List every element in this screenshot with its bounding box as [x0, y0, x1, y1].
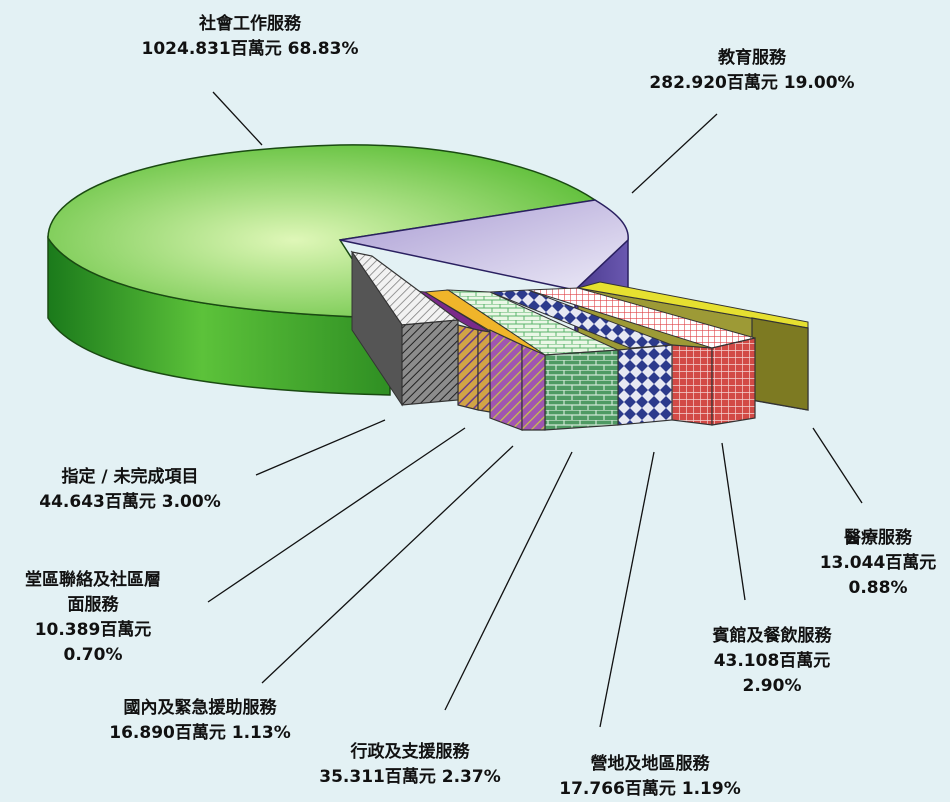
- label-admin-support: 行政及支援服務 35.311百萬元 2.37%: [319, 742, 501, 787]
- leader-camp: [599, 451, 655, 728]
- slice-domestic-aid: [423, 289, 546, 431]
- label-social-work: 社會工作服務 1024.831百萬元 68.83%: [141, 14, 359, 59]
- slice-hotel-catering: [527, 287, 756, 426]
- slice-camp-district: [489, 289, 673, 426]
- label-hotel-catering: 賓館及餐飲服務 43.108百萬元 2.90%: [712, 626, 832, 696]
- leader-lines: [207, 91, 863, 728]
- label-domestic-aid: 國內及緊急援助服務 16.890百萬元 1.13%: [109, 698, 291, 743]
- leader-designated: [255, 419, 386, 476]
- leader-domestic: [261, 445, 514, 684]
- slice-social-work-top: [47, 144, 598, 319]
- slice-designated: [350, 250, 460, 407]
- slice-social-work: [47, 144, 598, 396]
- leader-parish: [207, 427, 466, 603]
- leader-medical: [812, 427, 863, 504]
- leader-hotel: [721, 442, 746, 601]
- leader-education: [631, 113, 718, 194]
- label-parish-liaison: 堂區聯絡及社區層 面服務 10.389百萬元 0.70%: [25, 570, 161, 665]
- label-education: 教育服務 282.920百萬元 19.00%: [649, 48, 855, 93]
- label-camp-district: 營地及地區服務 17.766百萬元 1.19%: [559, 754, 741, 799]
- label-medical: 醫療服務 13.044百萬元 0.88%: [819, 528, 937, 598]
- slice-education-top: [339, 199, 629, 291]
- slice-admin-support: [446, 289, 619, 431]
- leader-admin: [444, 451, 573, 711]
- label-designated: 指定 / 未完成項目 44.643百萬元 3.00%: [39, 467, 221, 512]
- leader-social: [212, 91, 263, 146]
